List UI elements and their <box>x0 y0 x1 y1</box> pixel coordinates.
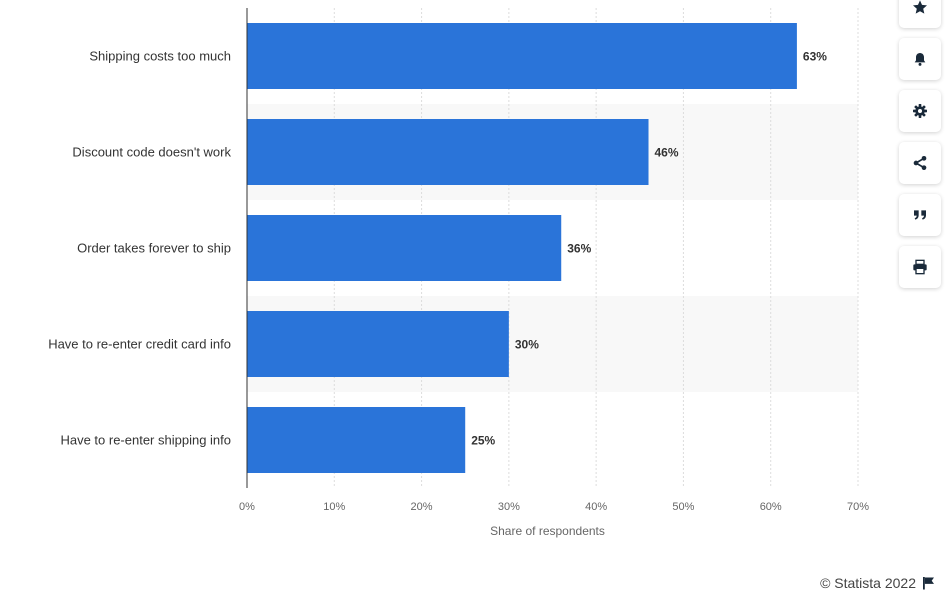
bar[interactable] <box>247 311 509 377</box>
bar[interactable] <box>247 23 797 89</box>
x-tick-label: 40% <box>585 501 607 513</box>
x-tick-label: 60% <box>760 501 782 513</box>
category-label: Have to re-enter shipping info <box>60 433 231 448</box>
share-button[interactable] <box>899 142 941 184</box>
cite-button[interactable] <box>899 194 941 236</box>
data-label: 63% <box>803 50 827 64</box>
data-label: 25% <box>471 434 495 448</box>
category-label: Discount code doesn't work <box>72 145 231 160</box>
bar[interactable] <box>247 215 562 281</box>
category-label: Shipping costs too much <box>89 49 231 64</box>
category-label: Order takes forever to ship <box>77 241 231 256</box>
x-tick-label: 10% <box>323 501 345 513</box>
label-layer: 0% 10% 20% 30% 40% 50% 60% 70% Shipping costs to… <box>48 49 869 514</box>
share-icon <box>913 156 927 170</box>
notification-button[interactable] <box>899 38 941 80</box>
print-icon <box>913 259 927 275</box>
x-tick-label: 20% <box>411 501 433 513</box>
chart-toolbar <box>899 0 943 288</box>
bar[interactable] <box>247 119 649 185</box>
source-credit: © Statista 2022 <box>820 575 935 591</box>
data-label: 36% <box>567 242 591 256</box>
bar-layer <box>247 23 797 473</box>
bookmark-button[interactable] <box>899 0 941 28</box>
quote-icon <box>914 210 926 220</box>
gear-icon <box>913 104 927 118</box>
x-axis-title: Share of respondents <box>490 524 605 538</box>
category-label: Have to re-enter credit card info <box>48 337 231 352</box>
bar[interactable] <box>247 407 466 473</box>
credit-text[interactable]: © Statista 2022 <box>820 575 916 591</box>
bell-icon <box>914 53 926 66</box>
x-tick-label: 0% <box>239 501 255 513</box>
x-tick-label: 70% <box>847 501 869 513</box>
settings-button[interactable] <box>899 90 941 132</box>
data-label: 46% <box>655 146 679 160</box>
star-icon <box>913 0 927 14</box>
flag-icon[interactable] <box>922 576 935 590</box>
print-button[interactable] <box>899 246 941 288</box>
data-label: 30% <box>515 338 539 352</box>
x-tick-label: 30% <box>498 501 520 513</box>
x-tick-label: 50% <box>672 501 694 513</box>
